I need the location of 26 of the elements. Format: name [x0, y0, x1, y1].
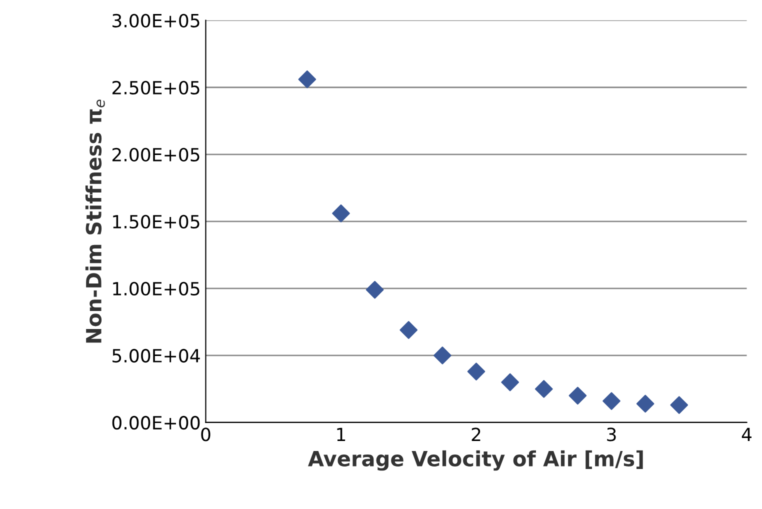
x-tick-label: 4	[742, 428, 752, 442]
point	[400, 321, 418, 339]
y-tick-label: 5.00E+04	[112, 348, 200, 363]
y-tick-label: 1.50E+05	[113, 214, 200, 229]
point	[366, 280, 384, 299]
point	[636, 394, 654, 413]
point	[568, 386, 587, 405]
x-axis-title: Average Velocity of Air [m/s]	[308, 450, 643, 471]
point	[434, 346, 452, 364]
x-tick-label: 3	[607, 428, 616, 442]
point	[501, 373, 519, 392]
point	[602, 392, 620, 410]
point	[332, 204, 350, 222]
point	[534, 380, 553, 398]
x-tick-label: 0	[201, 428, 210, 442]
x-tick-label: 1	[337, 428, 346, 442]
y-tick-label: 0.00E+00	[112, 416, 200, 430]
point	[670, 396, 688, 414]
x-tick-label: 2	[472, 428, 480, 442]
y-tick-label: 2.00E+05	[112, 148, 200, 162]
point	[298, 70, 316, 88]
y-tick-label: 2.50E+05	[112, 80, 200, 94]
y-axis-title: Non-Dim Stiffness π$_{e}$	[85, 100, 105, 343]
point	[467, 362, 486, 380]
y-tick-label: 3.00E+05	[112, 14, 200, 28]
y-tick-label: 1.00E+05	[113, 282, 200, 296]
